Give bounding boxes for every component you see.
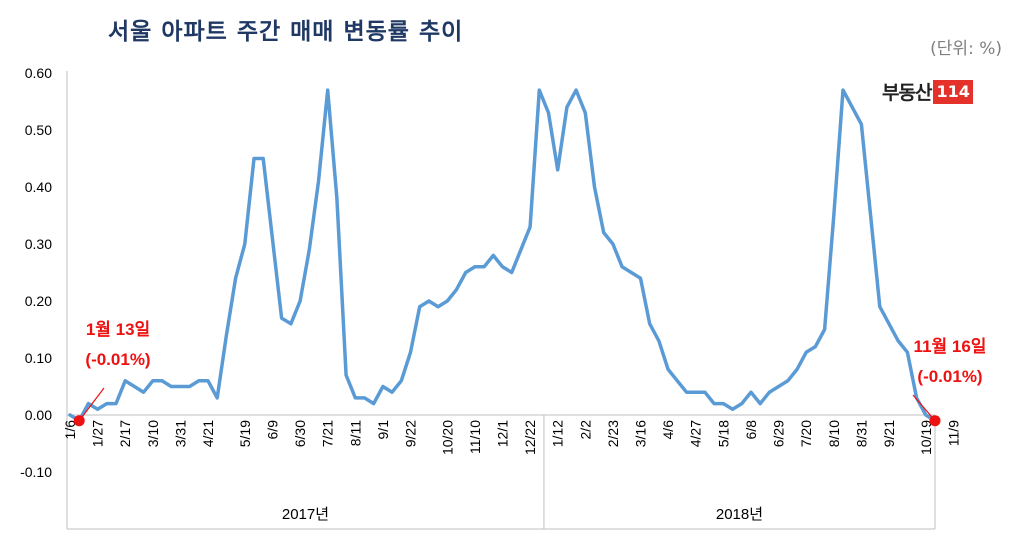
annotation-leader (912, 394, 936, 422)
x-tick-label: 9/22 (402, 420, 418, 447)
x-tick-label: 4/6 (660, 420, 676, 440)
x-tick-label: 4/27 (688, 420, 704, 447)
y-tick-label: 0.10 (25, 350, 52, 366)
annotation-date: 11월 16일 (914, 337, 987, 356)
x-tick-label: 7/20 (798, 420, 814, 447)
x-tick-label: 4/21 (200, 420, 216, 447)
brand-logo: 부동산 114 (882, 78, 973, 105)
x-tick-label: 6/30 (292, 420, 308, 447)
annotation-value: (-0.01%) (917, 367, 982, 386)
annotation-value: (-0.01%) (85, 350, 150, 369)
x-tick-label: 1/27 (90, 420, 106, 447)
x-tick-label: 11/9 (945, 420, 961, 446)
year-group-label: 2018년 (716, 506, 763, 523)
x-tick-label: 10/19 (918, 420, 934, 455)
x-tick-label: 2/2 (577, 420, 593, 440)
x-tick-label: 8/31 (853, 420, 869, 447)
series-line (68, 88, 937, 423)
x-tick-label: 1/6 (62, 420, 78, 440)
annotation-marker (929, 415, 941, 427)
annotation-date: 1월 13일 (86, 320, 150, 339)
logo-badge: 114 (933, 79, 973, 104)
x-tick-label: 1/12 (550, 420, 566, 447)
x-tick-label: 8/10 (826, 420, 842, 447)
annotation-marker (73, 415, 85, 427)
x-tick-label: 8/11 (347, 420, 363, 446)
x-tick-label: 5/18 (715, 420, 731, 447)
x-tick-label: 5/19 (237, 420, 253, 447)
x-tick-label: 9/21 (881, 420, 897, 447)
y-tick-label: 0.60 (25, 65, 52, 81)
x-tick-label: 6/29 (771, 420, 787, 447)
x-tick-label: 11/10 (467, 420, 483, 454)
x-tick-label: 12/1 (495, 420, 511, 447)
x-tick-label: 12/22 (522, 420, 538, 455)
y-tick-label: 0.20 (25, 293, 52, 309)
year-group-label: 2017년 (282, 506, 329, 523)
x-tick-label: 3/31 (172, 420, 188, 447)
y-tick-label: 0.40 (25, 179, 52, 195)
logo-text: 부동산 (882, 82, 932, 104)
x-tick-label: 10/20 (439, 420, 455, 455)
x-tick-label: 2/23 (605, 420, 621, 447)
x-tick-label: 6/8 (743, 420, 759, 440)
chart-title: 서울 아파트 주간 매매 변동률 추이 (108, 19, 464, 45)
y-tick-label: -0.10 (20, 464, 52, 480)
x-tick-label: 7/21 (320, 420, 336, 447)
x-tick-label: 3/16 (633, 420, 649, 447)
unit-label: (단위: %) (930, 39, 1002, 59)
x-tick-label: 2/17 (117, 420, 133, 447)
annotation-leader (78, 387, 105, 422)
y-tick-label: 0.30 (25, 236, 52, 252)
x-tick-label: 6/9 (264, 420, 280, 440)
x-tick-label: 9/1 (375, 420, 391, 440)
y-tick-label: 0.00 (25, 407, 52, 423)
y-tick-label: 0.50 (25, 122, 52, 138)
x-tick-label: 3/10 (145, 420, 161, 447)
